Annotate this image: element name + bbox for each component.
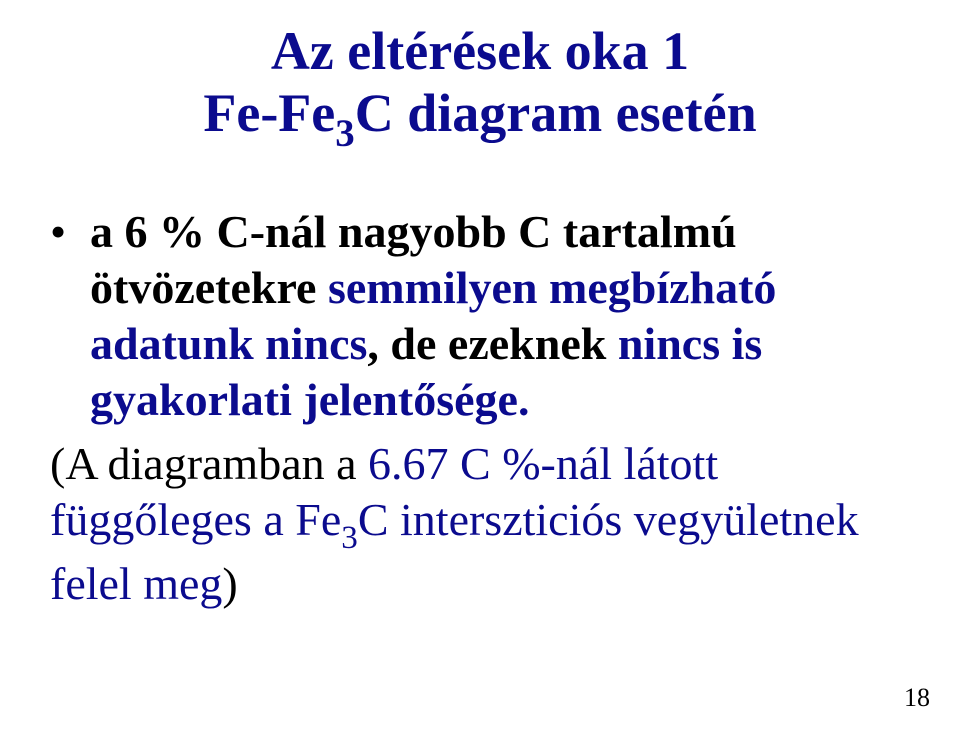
bullet-marker: • xyxy=(50,204,90,260)
paren-text: (A diagramban a 6.67 C %-nál látott függ… xyxy=(50,436,910,612)
paren-seg1: (A diagramban a xyxy=(50,438,368,489)
title-line-1: Az eltérések oka 1 xyxy=(50,20,910,82)
paren-seg3: ) xyxy=(222,558,237,609)
slide: Az eltérések oka 1 Fe-Fe3C diagram eseté… xyxy=(0,0,960,735)
slide-body: • a 6 % C-nál nagyobb C tartalmú ötvözet… xyxy=(50,204,910,612)
paren-seg2-sub: 3 xyxy=(341,519,358,556)
bullet-text: a 6 % C-nál nagyobb C tartalmú ötvözetek… xyxy=(90,204,910,428)
bullet-item: • a 6 % C-nál nagyobb C tartalmú ötvözet… xyxy=(50,204,910,428)
slide-title: Az eltérések oka 1 Fe-Fe3C diagram eseté… xyxy=(50,20,910,154)
page-number: 18 xyxy=(904,683,930,713)
title-line-2: Fe-Fe3C diagram esetén xyxy=(50,82,910,154)
bullet-seg3: , de ezeknek xyxy=(367,318,617,369)
title-line2-pre: Fe-Fe xyxy=(203,83,335,143)
title-line2-post: C diagram esetén xyxy=(355,83,757,143)
title-line2-sub: 3 xyxy=(335,112,354,155)
